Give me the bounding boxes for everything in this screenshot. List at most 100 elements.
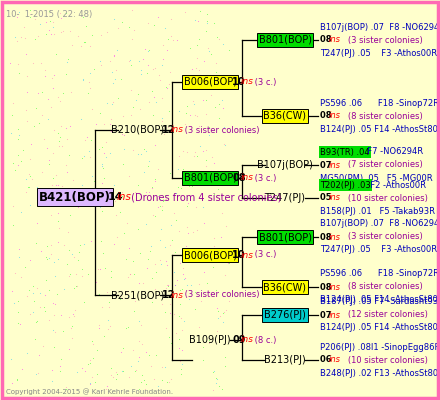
Point — [96, 321, 103, 328]
Point — [51, 329, 59, 336]
Text: 12: 12 — [162, 125, 176, 135]
Point — [192, 248, 199, 254]
Point — [56, 98, 63, 105]
Point — [222, 222, 229, 229]
Point — [213, 287, 220, 293]
Point — [176, 287, 183, 293]
Point — [182, 275, 189, 282]
Point — [144, 48, 151, 54]
Point — [162, 325, 169, 331]
Point — [84, 361, 92, 368]
Point — [87, 360, 94, 366]
Point — [141, 146, 148, 152]
Point — [15, 70, 22, 76]
Point — [68, 325, 75, 332]
Point — [101, 333, 108, 339]
Point — [185, 200, 192, 206]
Point — [210, 368, 217, 375]
Point — [171, 210, 178, 216]
Text: (10 sister colonies): (10 sister colonies) — [340, 194, 428, 202]
Point — [197, 8, 204, 14]
Point — [13, 14, 20, 21]
Point — [158, 94, 165, 101]
Point — [194, 226, 201, 233]
Point — [30, 123, 37, 130]
Point — [9, 160, 16, 166]
Point — [62, 386, 70, 392]
Point — [120, 345, 127, 352]
Point — [49, 74, 56, 81]
Point — [178, 360, 185, 367]
Point — [7, 130, 15, 136]
Point — [48, 251, 55, 258]
Point — [50, 30, 57, 37]
Point — [191, 289, 198, 296]
Point — [33, 285, 40, 291]
Point — [210, 235, 217, 242]
Point — [221, 168, 228, 174]
Point — [106, 120, 114, 127]
Text: ins: ins — [329, 232, 341, 242]
Point — [36, 120, 43, 126]
Point — [87, 238, 94, 244]
Point — [12, 34, 19, 40]
Point — [103, 288, 110, 295]
Point — [98, 62, 105, 68]
Point — [143, 381, 150, 388]
Text: B006(BOP): B006(BOP) — [183, 77, 237, 87]
Point — [138, 372, 145, 378]
Point — [223, 307, 230, 313]
Text: 10: 10 — [232, 250, 246, 260]
Point — [48, 104, 55, 110]
Point — [221, 142, 228, 148]
Point — [225, 256, 232, 262]
Point — [201, 220, 208, 226]
Point — [51, 301, 58, 307]
Point — [179, 271, 186, 278]
Point — [129, 146, 136, 153]
Text: B248(PJ) .02 F13 -AthosSt80R: B248(PJ) .02 F13 -AthosSt80R — [320, 368, 440, 378]
Point — [54, 239, 61, 246]
Point — [32, 371, 39, 377]
Point — [214, 249, 221, 255]
Point — [218, 386, 225, 393]
Point — [75, 249, 82, 255]
Point — [204, 45, 211, 51]
Point — [121, 230, 128, 236]
Point — [113, 234, 120, 240]
Point — [32, 336, 39, 342]
Text: T247(PJ) .05    F3 -Athos00R: T247(PJ) .05 F3 -Athos00R — [320, 48, 437, 58]
Point — [95, 192, 103, 198]
Point — [183, 195, 190, 201]
Text: (3 sister colonies): (3 sister colonies) — [340, 232, 423, 242]
Point — [155, 383, 162, 389]
Point — [119, 193, 126, 200]
Text: ins: ins — [329, 282, 341, 292]
Point — [214, 185, 221, 192]
Point — [124, 293, 131, 300]
Point — [200, 269, 207, 276]
Point — [99, 180, 106, 186]
Point — [154, 166, 161, 173]
Point — [69, 335, 76, 342]
Point — [151, 176, 158, 182]
Point — [85, 79, 92, 85]
Point — [87, 380, 94, 386]
Point — [49, 174, 56, 181]
Point — [62, 190, 70, 196]
Point — [156, 192, 163, 198]
Point — [141, 46, 148, 53]
Point — [66, 272, 73, 279]
Point — [25, 184, 32, 190]
Point — [195, 67, 202, 73]
Point — [106, 298, 113, 305]
Point — [91, 178, 98, 184]
Point — [167, 310, 174, 316]
Point — [75, 33, 82, 39]
Point — [18, 366, 26, 372]
Point — [43, 31, 50, 37]
Point — [15, 9, 22, 15]
Text: (7 sister colonies): (7 sister colonies) — [340, 160, 423, 170]
Point — [107, 274, 114, 280]
Point — [150, 22, 158, 28]
